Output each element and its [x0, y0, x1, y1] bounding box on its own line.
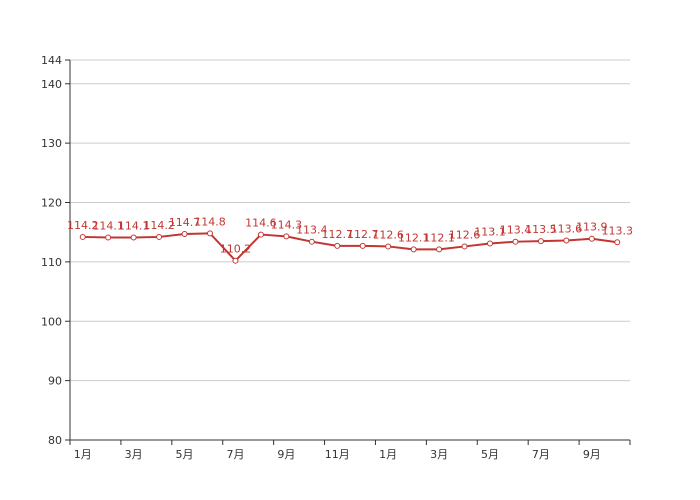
y-axis-ticks: 80 90 100 110 120 130 140 144: [41, 54, 70, 447]
data-label: 114.7: [169, 216, 201, 229]
data-point: [359, 242, 366, 249]
data-label: 114.1: [92, 220, 124, 233]
data-point: [207, 230, 213, 237]
data-point: [79, 233, 86, 240]
x-tick-label: 7月: [532, 448, 550, 461]
data-label: 112.7: [322, 228, 354, 241]
data-point: [232, 257, 239, 264]
axes: [69, 60, 630, 441]
y-tick-label: 90: [48, 375, 62, 388]
data-label: 112.7: [347, 228, 379, 241]
data-label: 112.6: [449, 228, 481, 241]
data-label: 114.2: [67, 219, 99, 232]
data-point: [308, 238, 315, 245]
y-tick-label: 120: [41, 197, 62, 210]
data-point: [156, 233, 163, 240]
y-tick-label: 110: [41, 256, 62, 269]
x-tick-label: 9月: [277, 448, 295, 461]
data-label: 113.9: [576, 221, 608, 234]
series-group: [79, 230, 621, 264]
data-point: [334, 242, 341, 249]
data-point: [257, 231, 264, 238]
y-tick-label: 80: [48, 434, 62, 447]
y-tick-label: 130: [41, 137, 62, 150]
x-tick-label: 5月: [176, 448, 194, 461]
series-line: [82, 232, 618, 262]
data-label: 110.2: [220, 243, 252, 256]
data-point: [563, 237, 570, 244]
data-point: [461, 243, 468, 250]
data-label: 113.5: [525, 223, 557, 236]
data-label: 112.1: [398, 231, 430, 244]
data-point: [385, 243, 392, 250]
data-point: [410, 246, 417, 253]
grid-lines: [70, 59, 630, 382]
x-tick-label: 1月: [379, 448, 397, 461]
data-label: 113.3: [602, 224, 634, 237]
data-label: 114.6: [245, 217, 277, 230]
x-tick-label: 1月: [74, 448, 92, 461]
data-point: [487, 240, 493, 247]
x-tick-label: 7月: [226, 448, 244, 461]
data-point: [283, 233, 290, 240]
data-point: [588, 235, 595, 242]
x-axis-ticks: 1月 3月 5月 7月 9月 11月 1月 3月 5月 7月 9月: [69, 440, 631, 461]
data-labels: 114.2114.1114.1114.2114.7114.8110.2114.6…: [67, 215, 633, 255]
data-label: 113.4: [296, 224, 328, 237]
y-tick-label: 144: [41, 54, 62, 67]
data-point: [512, 238, 519, 245]
x-tick-label: 3月: [430, 448, 448, 461]
data-point: [181, 230, 188, 237]
data-point: [130, 234, 137, 241]
data-point: [436, 246, 443, 253]
data-point: [105, 234, 112, 241]
y-tick-label: 100: [41, 315, 62, 328]
data-label: 114.3: [271, 218, 303, 231]
data-label: 112.1: [423, 231, 455, 244]
data-label: 114.8: [194, 215, 226, 228]
data-label: 113.4: [500, 224, 532, 237]
x-tick-label: 3月: [125, 448, 143, 461]
x-tick-label: 11月: [325, 448, 350, 461]
x-tick-label: 5月: [481, 448, 499, 461]
data-label: 114.2: [143, 219, 175, 232]
data-label: 114.1: [118, 220, 150, 233]
data-point: [537, 238, 544, 245]
data-label: 113.6: [551, 223, 583, 236]
x-tick-label: 9月: [583, 448, 601, 461]
data-label: 112.6: [372, 228, 404, 241]
y-tick-label: 140: [41, 78, 62, 91]
data-label: 113.1: [474, 225, 506, 238]
data-point: [614, 239, 621, 246]
